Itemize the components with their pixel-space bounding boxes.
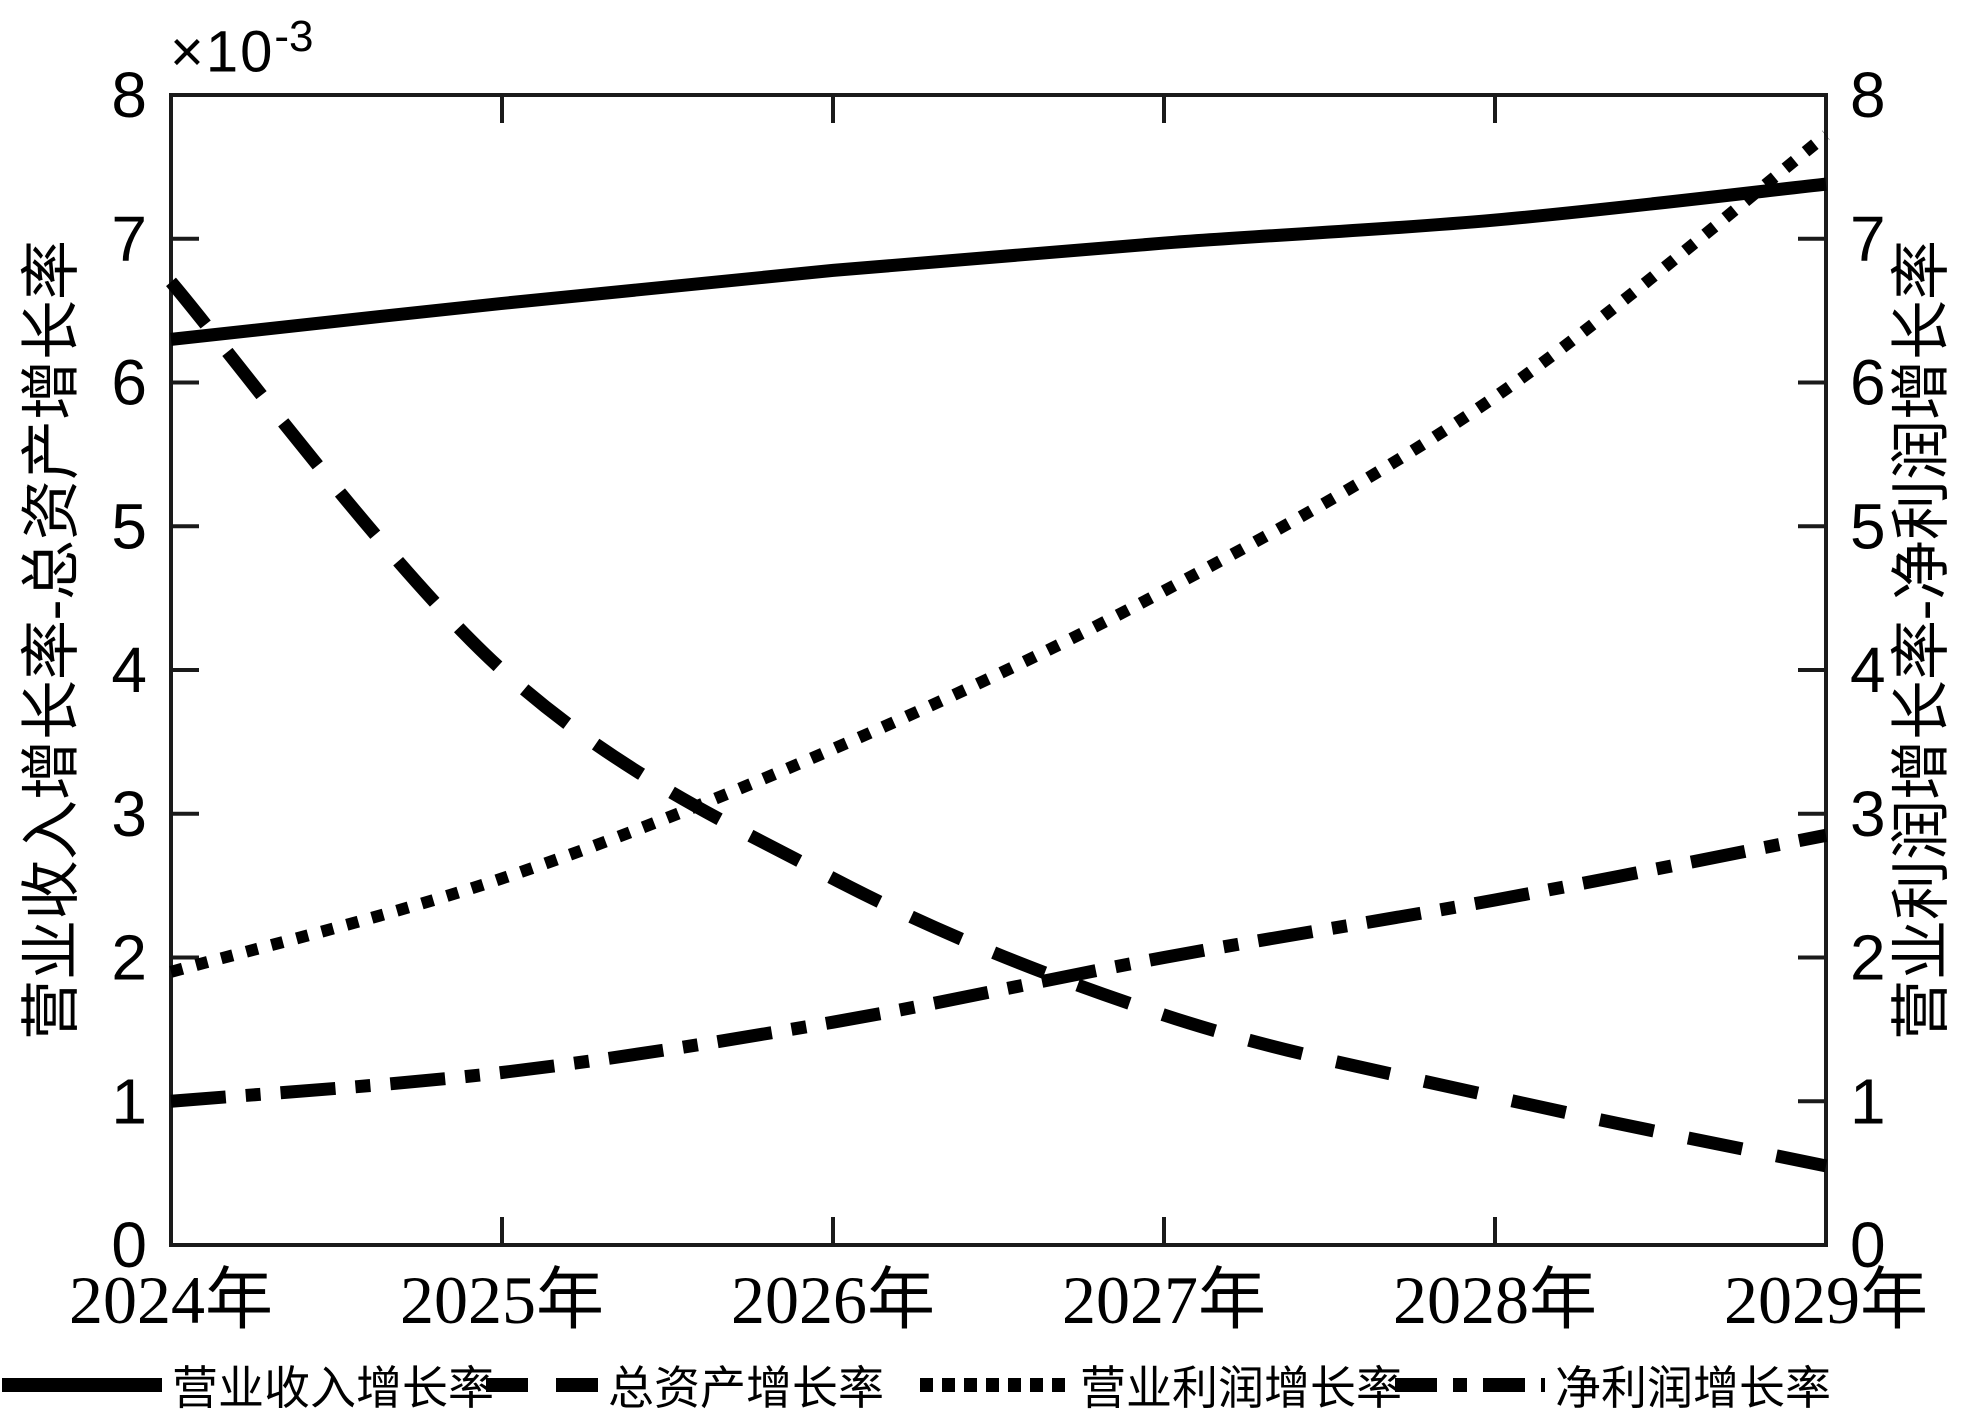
y-tick-label-left: 8 — [111, 59, 147, 131]
y-tick-label-left: 3 — [111, 778, 147, 850]
y-tick-label-left: 2 — [111, 922, 147, 994]
y-tick-label-right: 0 — [1850, 1209, 1886, 1281]
y-tick-label-right: 6 — [1850, 347, 1886, 419]
legend-label: 营业收入增长率 — [172, 1363, 494, 1414]
legend-item-solid: 营业收入增长率 — [2, 1352, 494, 1418]
axis-multiplier-exponent: -3 — [274, 12, 314, 61]
series-line-dashed — [166, 277, 1828, 1173]
y-tick-label-right: 7 — [1850, 203, 1886, 275]
legend-item-dashdot: 净利润增长率 — [1395, 1352, 1831, 1418]
x-tick-label: 2024年 — [69, 1262, 273, 1338]
axis-multiplier-base: ×10 — [170, 19, 275, 85]
x-tick-label: 2026年 — [731, 1262, 935, 1338]
y-tick-label-left: 7 — [111, 203, 147, 275]
axis-multiplier-label: ×10-3 — [170, 12, 314, 85]
y-tick-label-left: 6 — [111, 347, 147, 419]
y-tick-label-right: 3 — [1850, 778, 1886, 850]
y-tick-label-right: 4 — [1850, 634, 1886, 706]
legend-label: 净利润增长率 — [1555, 1363, 1831, 1414]
legend-label: 总资产增长率 — [608, 1363, 884, 1414]
legend-label: 营业利润增长率 — [1080, 1363, 1402, 1414]
x-tick-label: 2027年 — [1062, 1262, 1266, 1338]
legend-item-dashed: 总资产增长率 — [486, 1352, 884, 1418]
chart-legend: 营业收入增长率 总资产增长率 营业利润增长率 净利润增长率 — [0, 1352, 1969, 1418]
y-tick-label-left: 0 — [111, 1209, 147, 1281]
y-tick-label-left: 5 — [111, 490, 147, 562]
series-line-solid — [170, 177, 1827, 346]
series-line-dashdot — [170, 828, 1828, 1108]
y-tick-label-left: 1 — [111, 1065, 147, 1137]
legend-dashed-line-icon — [486, 1378, 598, 1392]
y-tick-label-right: 1 — [1850, 1065, 1886, 1137]
x-tick-label: 2025年 — [400, 1262, 604, 1338]
legend-dotted-line-icon — [920, 1378, 1070, 1392]
x-tick-label: 2029年 — [1724, 1262, 1928, 1338]
right-y-axis-title: 营业利润增长率-净利润增长率 — [1889, 240, 1955, 1040]
left-y-axis-title: 营业收入增长率-总资产增长率 — [19, 240, 85, 1040]
y-tick-label-right: 5 — [1850, 490, 1886, 562]
y-tick-label-right: 8 — [1850, 59, 1886, 131]
legend-item-dotted: 营业利润增长率 — [920, 1352, 1402, 1418]
y-tick-label-left: 4 — [111, 634, 147, 706]
x-tick-label: 2028年 — [1393, 1262, 1597, 1338]
legend-dashdot-line-icon — [1395, 1378, 1545, 1392]
legend-solid-line-icon — [2, 1378, 162, 1392]
plot-box — [169, 93, 1828, 1247]
y-tick-label-right: 2 — [1850, 922, 1886, 994]
